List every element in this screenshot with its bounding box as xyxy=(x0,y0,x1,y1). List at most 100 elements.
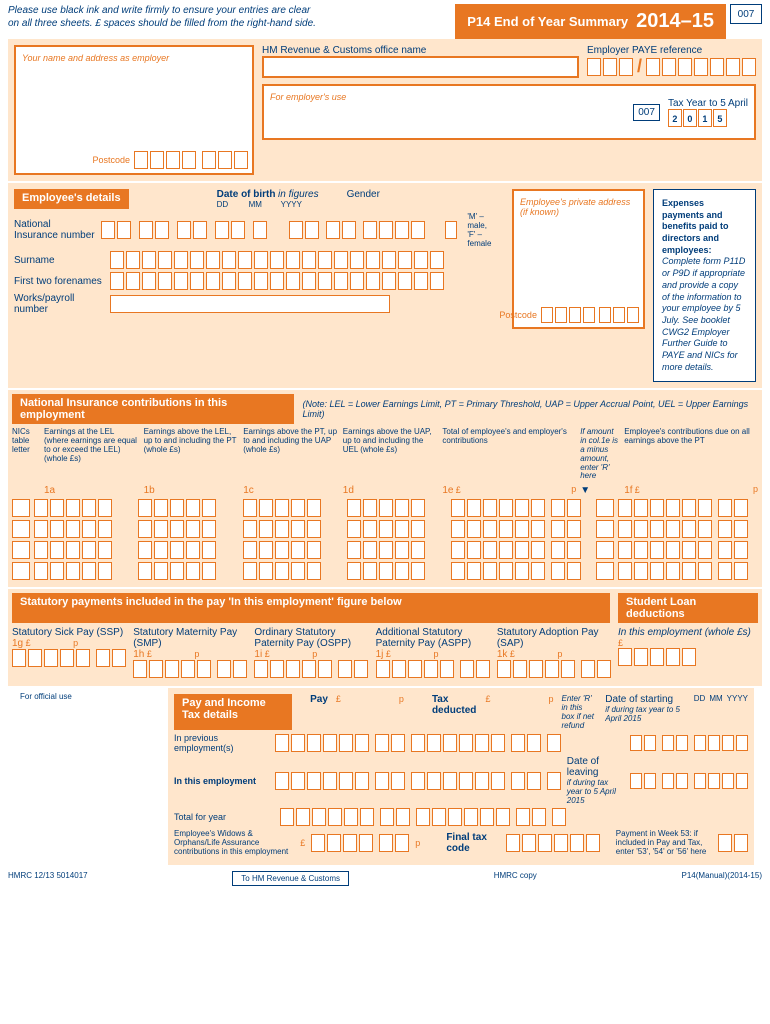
arrow-icon: ▼ xyxy=(580,485,590,496)
statutory-section: Statutory payments included in the pay '… xyxy=(8,589,762,686)
c1h: 1h xyxy=(133,649,144,660)
top-section: Your name and address as employer Postco… xyxy=(8,39,762,181)
instructions-line2: on all three sheets. £ spaces should be … xyxy=(8,17,455,30)
ni-row-4[interactable] xyxy=(12,562,758,580)
employer-address-box: Your name and address as employer Postco… xyxy=(14,45,254,175)
prev-tax-boxes[interactable] xyxy=(411,734,541,752)
paytax-wrap: For official use Pay and Income Tax deta… xyxy=(8,688,762,865)
student-section-head: Student Loan deductions xyxy=(618,593,758,623)
c1a: 1a xyxy=(44,485,55,496)
student-sub: In this employment (whole £s) xyxy=(618,627,758,638)
paytax-head: Pay and Income Tax details xyxy=(174,694,292,730)
forenames-label: First two forenames xyxy=(14,276,104,287)
works-field[interactable] xyxy=(110,295,390,313)
year-d1: 2 xyxy=(668,109,682,127)
ni-row-3[interactable] xyxy=(12,541,758,559)
ni-grid xyxy=(12,499,758,580)
total-label: Total for year xyxy=(174,812,274,822)
total-pay-boxes[interactable] xyxy=(280,808,410,826)
sidenote-body: Complete form P11D or P9D if appropriate… xyxy=(662,256,747,373)
ni-note: (Note: LEL = Lower Earnings Limit, PT = … xyxy=(302,399,758,419)
works-label: Works/payroll number xyxy=(14,293,104,315)
priv-postcode-1[interactable] xyxy=(541,307,595,323)
leave-date-boxes[interactable] xyxy=(630,773,748,789)
header: Please use black ink and write firmly to… xyxy=(0,0,770,39)
wk53-boxes[interactable] xyxy=(718,834,748,852)
ospp-boxes[interactable] xyxy=(254,660,369,678)
tax-year-digits: 2 0 1 5 xyxy=(668,109,748,127)
col-1a-h: Earnings at the LEL (where earnings are … xyxy=(44,428,140,481)
forenames-boxes[interactable] xyxy=(110,272,444,290)
surname-label: Surname xyxy=(14,255,104,266)
title-bar: P14 End of Year Summary 2014–15 xyxy=(455,4,726,39)
col-1e-h: Total of employee's and employer's contr… xyxy=(442,428,576,481)
postcode-boxes-2[interactable] xyxy=(202,151,248,169)
this-tax-boxes[interactable] xyxy=(411,772,541,790)
expenses-sidenote: Expenses payments and benefits paid to d… xyxy=(653,189,756,382)
ni-boxes[interactable] xyxy=(101,221,267,239)
c1i: 1i xyxy=(254,649,262,660)
paye-ref-2[interactable] xyxy=(646,58,756,76)
col-1b-h: Earnings above the LEL, up to and includ… xyxy=(144,428,240,481)
total-r-box[interactable] xyxy=(552,808,566,826)
priv-postcode-2[interactable] xyxy=(599,307,639,323)
c1f: 1f xyxy=(624,485,632,496)
smp-boxes[interactable] xyxy=(133,660,248,678)
final-tax-boxes[interactable] xyxy=(506,834,600,852)
aspp-boxes[interactable] xyxy=(376,660,491,678)
surname-boxes[interactable] xyxy=(110,251,444,269)
gender-f: 'F' – female xyxy=(467,230,504,248)
priv-postcode-label: Postcode xyxy=(499,310,537,320)
priv-addr-label: Employee's private address (if known) xyxy=(520,197,637,217)
ni-row-2[interactable] xyxy=(12,520,758,538)
prev-label: In previous employment(s) xyxy=(174,733,269,753)
instructions-line1: Please use black ink and write firmly to… xyxy=(8,4,455,17)
total-tax-boxes[interactable] xyxy=(416,808,546,826)
ssp-boxes[interactable] xyxy=(12,649,127,667)
mm-label: MM xyxy=(249,200,277,209)
ni-section-head: National Insurance contributions in this… xyxy=(12,394,294,424)
gender-box[interactable] xyxy=(445,221,458,239)
dob-boxes[interactable] xyxy=(289,221,425,239)
postcode-label: Postcode xyxy=(92,155,130,165)
private-address-box: Employee's private address (if known) Po… xyxy=(512,189,645,329)
employer-address-label: Your name and address as employer xyxy=(22,53,246,63)
prev-r-box[interactable] xyxy=(547,734,560,752)
sap-boxes[interactable] xyxy=(497,660,612,678)
smp-label: Statutory Maternity Pay (SMP) xyxy=(133,627,248,649)
dob-figures: in figures xyxy=(278,189,319,200)
postcode-boxes[interactable] xyxy=(134,151,196,169)
paytax-section: Pay and Income Tax details Pay £ p Tax d… xyxy=(168,688,754,865)
aspp-label: Additional Statutory Paternity Pay (ASPP… xyxy=(376,627,491,649)
student-boxes[interactable] xyxy=(618,648,758,666)
this-r-box[interactable] xyxy=(547,772,560,790)
col-1d-h: Earnings above the UAP, up to and includ… xyxy=(343,428,439,481)
c1c: 1c xyxy=(243,485,254,496)
sidenote-head: Expenses payments and benefits paid to d… xyxy=(662,198,747,256)
wk53-note: Payment in Week 53: if included in Pay a… xyxy=(616,829,712,856)
hmrc-office-label: HM Revenue & Customs office name xyxy=(262,45,579,56)
ni-section: National Insurance contributions in this… xyxy=(8,390,762,587)
col-r-h: If amount in col.1e is a minus amount, e… xyxy=(580,428,620,481)
start-label: Date of starting xyxy=(605,694,673,705)
instructions: Please use black ink and write firmly to… xyxy=(8,4,455,30)
prev-pay-boxes[interactable] xyxy=(275,734,405,752)
year-d4: 5 xyxy=(713,109,727,127)
sap-label: Statutory Adoption Pay (SAP) xyxy=(497,627,612,649)
pt-mm: MM xyxy=(709,694,722,730)
pt-yyyy: YYYY xyxy=(727,694,748,730)
leave-label: Date of leaving xyxy=(567,756,599,778)
start-date-boxes[interactable] xyxy=(630,735,748,751)
yyyy-label: YYYY xyxy=(281,200,302,209)
footer-right: P14(Manual)(2014-15) xyxy=(682,871,763,886)
widows-boxes[interactable] xyxy=(311,834,409,852)
ssp-label: Statutory Sick Pay (SSP) xyxy=(12,627,127,638)
footer-left: HMRC 12/13 5014017 xyxy=(8,871,88,886)
this-pay-boxes[interactable] xyxy=(275,772,405,790)
paye-ref-1[interactable] xyxy=(587,58,633,76)
p14-form: Please use black ink and write firmly to… xyxy=(0,0,770,890)
hmrc-office-field[interactable] xyxy=(262,56,579,78)
start-note: if during tax year to 5 April 2015 xyxy=(605,705,680,723)
ni-row-1[interactable] xyxy=(12,499,758,517)
gender-m: 'M' – male, xyxy=(467,212,504,230)
